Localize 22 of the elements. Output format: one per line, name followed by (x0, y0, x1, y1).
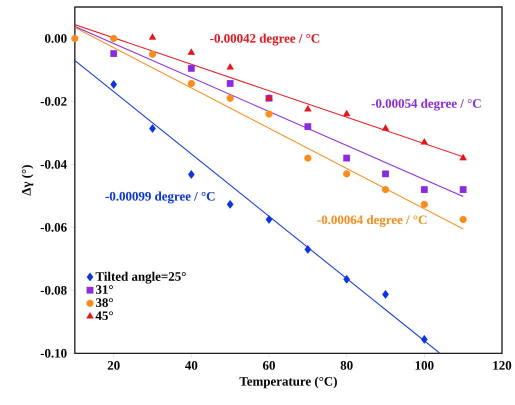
y-tick-label: -0.02 (40, 96, 67, 106)
annotation: -0.00042 degree / °C (210, 34, 320, 46)
x-tick-label: 40 (185, 360, 198, 370)
annotation: -0.00064 degree / °C (317, 214, 426, 227)
legend-label: 38° (96, 298, 113, 307)
y-tick-label: 0.00 (44, 34, 67, 43)
x-tick-label: 100 (416, 360, 434, 370)
y-axis-title: Δγ (°) (22, 165, 34, 196)
legend-label: 45° (96, 311, 113, 320)
x-axis-title: Temperature (°C) (240, 376, 337, 388)
y-tick-label: -0.08 (40, 286, 67, 295)
annotation: -0.00099 degree / °C (106, 191, 215, 204)
y-tick-label: -0.06 (40, 222, 67, 232)
y-tick-label: -0.10 (40, 348, 67, 358)
x-tick-label: 80 (340, 360, 353, 370)
legend-label: Tilted angle=25° (96, 272, 186, 284)
x-tick-label: 60 (262, 360, 275, 370)
legend-label: 31° (96, 285, 113, 294)
annotation: -0.00054 degree / °C (372, 98, 481, 110)
x-tick-label: 120 (493, 360, 512, 370)
x-tick-label: 20 (108, 360, 120, 370)
y-tick-label: -0.04 (40, 160, 67, 169)
